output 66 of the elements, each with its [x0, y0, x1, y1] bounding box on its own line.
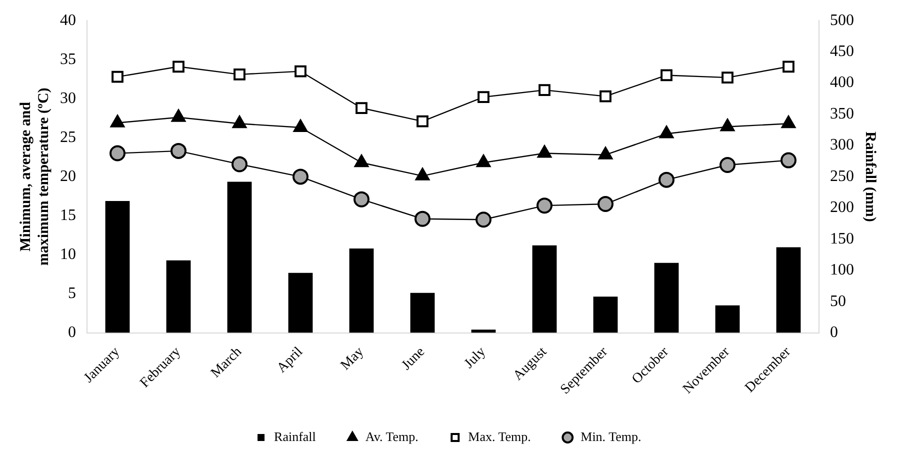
bar [349, 248, 374, 333]
y2-tick-label: 0 [830, 324, 838, 341]
y2-axis-title: Rainfall (mm) [862, 131, 878, 222]
bar [410, 292, 435, 333]
point [354, 191, 370, 208]
y-tick-label: 40 [60, 12, 76, 29]
legend-label: Max. Temp. [468, 428, 531, 444]
y-tick-label: 0 [68, 324, 76, 341]
y2-tick-label: 150 [830, 230, 854, 248]
bar [654, 262, 679, 333]
y2-tick-label: 450 [830, 43, 854, 60]
y-tick-label: 35 [60, 50, 76, 68]
point [112, 70, 124, 83]
point [356, 102, 368, 114]
bar [227, 182, 252, 333]
point [110, 145, 126, 162]
y2-tick-label: 400 [830, 74, 854, 92]
point [658, 172, 674, 188]
y-tick-label: 25 [60, 128, 76, 146]
point [722, 72, 734, 84]
point [170, 142, 186, 159]
bar [471, 330, 496, 333]
bar [532, 245, 557, 333]
bar [776, 247, 801, 333]
bar [593, 296, 618, 333]
point [172, 60, 184, 73]
y2-tick-label: 350 [830, 105, 854, 122]
bar [105, 201, 130, 333]
y2-tick-label: 200 [830, 199, 854, 216]
point [294, 65, 306, 78]
y2-tick-label: 250 [830, 168, 854, 185]
y-tick-label: 10 [60, 246, 76, 263]
point [600, 90, 612, 102]
bar [715, 305, 740, 333]
point [292, 168, 308, 185]
point [536, 198, 552, 214]
point [414, 210, 430, 227]
legend-label: Min. Temp. [580, 428, 642, 444]
point [478, 91, 490, 104]
point [780, 152, 796, 168]
point [293, 120, 308, 132]
y-axis-title: Minimum, average and maximum temperature (ºC) [18, 88, 52, 266]
y-tick-label: 15 [60, 206, 76, 224]
legend-label: Rainfall [274, 428, 316, 444]
legend-label: Av. Temp. [365, 428, 418, 444]
bar [166, 260, 191, 333]
y-tick-label: 20 [60, 168, 76, 185]
y-tick-label: 5 [68, 284, 76, 302]
point [538, 84, 550, 96]
point [660, 69, 672, 82]
y2-tick-label: 100 [830, 262, 854, 279]
y2-tick-label: 50 [830, 292, 846, 310]
x-tick-label: May [338, 344, 367, 374]
bar [288, 272, 313, 333]
point [232, 156, 248, 172]
x-tick-label: June [399, 344, 428, 374]
point [234, 68, 246, 80]
y-tick-label: 30 [60, 90, 76, 107]
point [720, 156, 736, 173]
x-tick-label: July [462, 344, 489, 372]
point [782, 60, 794, 73]
y2-tick-label: 300 [830, 136, 854, 154]
point [416, 115, 428, 128]
point [598, 196, 614, 212]
y2-tick-label: 500 [830, 12, 854, 29]
point [476, 212, 492, 228]
